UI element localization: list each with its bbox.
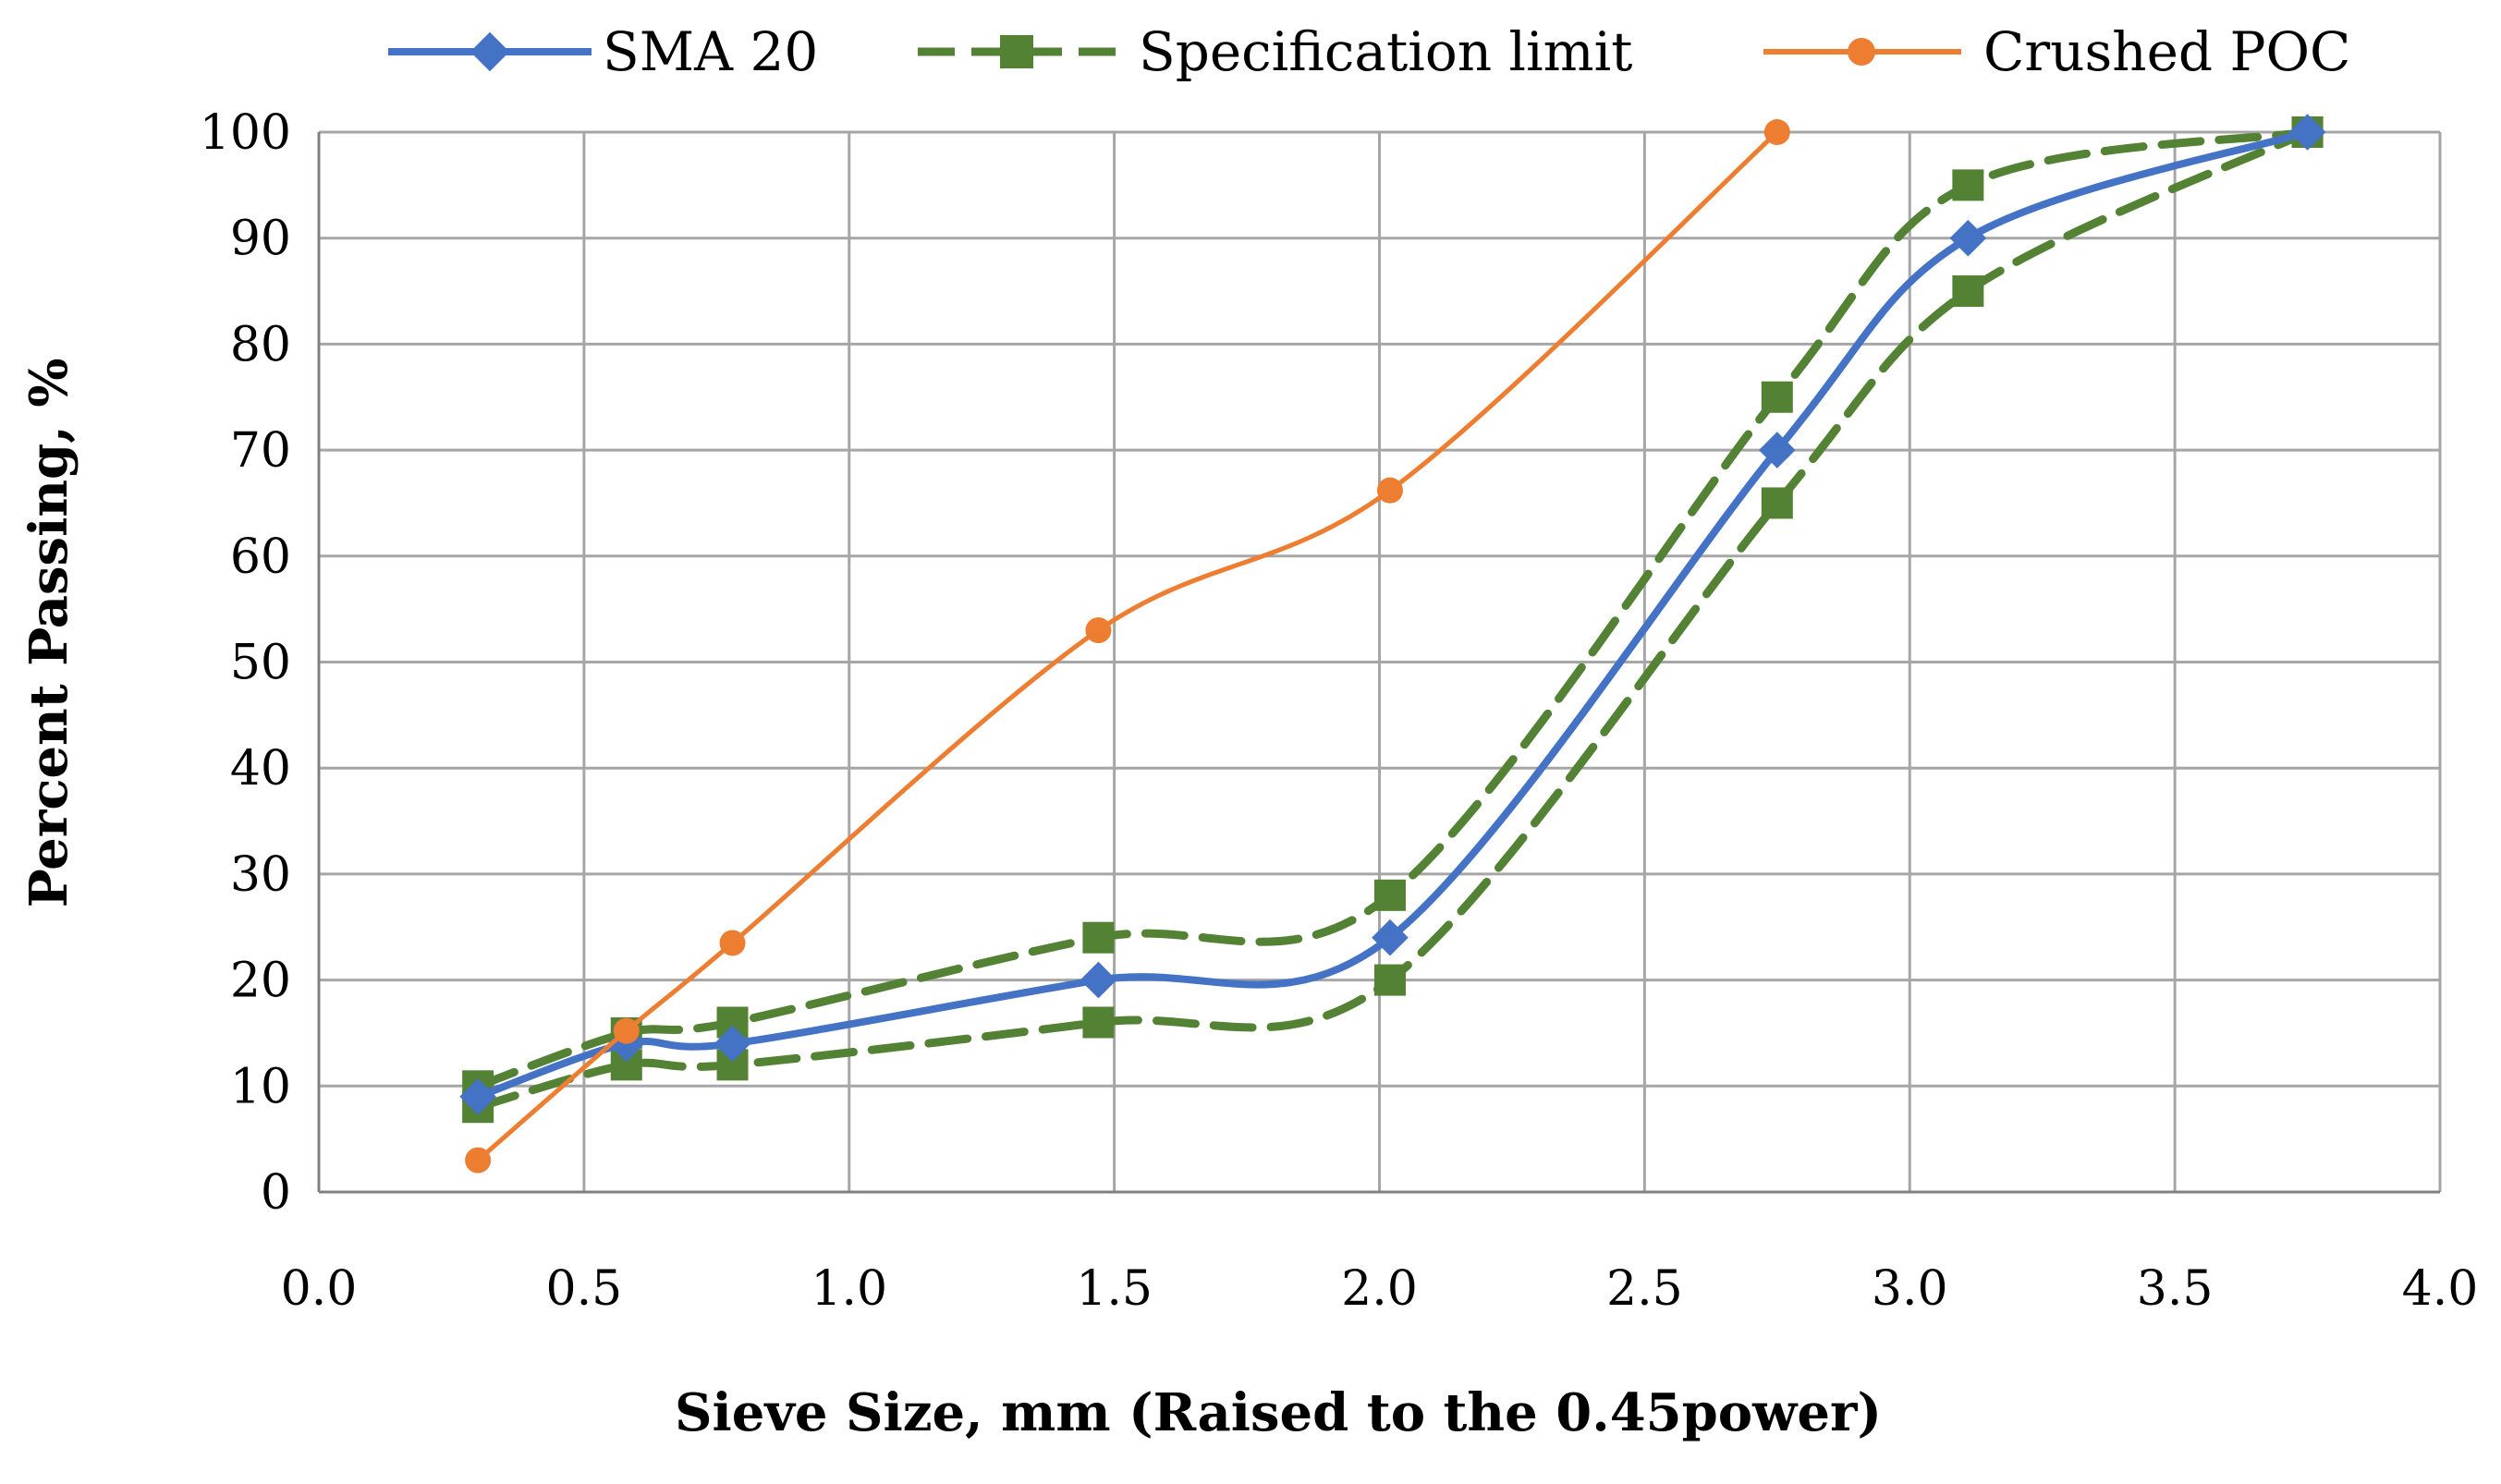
data-point-crushed-poc xyxy=(465,1147,492,1174)
legend-label-sma20: SMA 20 xyxy=(603,20,818,83)
legend-label-spec: Specification limit xyxy=(1139,20,1633,83)
data-point-sma-20 xyxy=(1949,219,1987,257)
data-point-specification-limit xyxy=(1082,921,1115,954)
data-point-specification-limit-lower xyxy=(1761,487,1793,519)
y-axis-title: Percent Passing, % xyxy=(18,359,79,908)
y-tick-label: 90 xyxy=(230,212,291,267)
y-tick-label: 60 xyxy=(230,529,291,585)
x-tick-label: 0.0 xyxy=(281,1261,358,1317)
x-tick-label: 2.5 xyxy=(1606,1261,1683,1317)
y-tick-label: 100 xyxy=(200,105,291,161)
series-line-specification-limit-lower xyxy=(473,128,2312,1112)
series-line-crushed-poc xyxy=(475,129,1780,1163)
y-tick-label: 30 xyxy=(230,847,291,903)
data-point-crushed-poc xyxy=(1085,617,1112,644)
legend: SMA 20 Specification limit Crushed POC xyxy=(388,20,2350,83)
legend-item-sma20: SMA 20 xyxy=(388,20,818,83)
y-tick-label: 70 xyxy=(230,423,291,479)
y-tick-label: 40 xyxy=(230,741,291,797)
x-tick-label: 2.0 xyxy=(1341,1261,1418,1317)
y-tick-label: 10 xyxy=(230,1059,291,1114)
data-point-specification-limit-lower xyxy=(1082,1006,1115,1039)
x-tick-label: 1.0 xyxy=(811,1261,887,1317)
x-axis-title: Sieve Size, mm (Raised to the 0.45power) xyxy=(675,1382,1882,1443)
legend-item-poc: Crushed POC xyxy=(1763,20,2350,83)
series-specification-limit-lower xyxy=(462,116,2324,1124)
y-tick-label: 80 xyxy=(230,317,291,372)
data-point-crushed-poc xyxy=(1763,119,1790,145)
series-crushed-poc xyxy=(465,119,1790,1174)
series-layer xyxy=(459,114,2326,1174)
x-tick-label: 1.5 xyxy=(1076,1261,1153,1317)
x-tick-label: 4.0 xyxy=(2402,1261,2479,1317)
data-point-sma-20 xyxy=(714,1025,751,1063)
data-point-crushed-poc xyxy=(613,1017,640,1044)
legend-marker-spec xyxy=(1000,35,1033,68)
series-line-sma-20 xyxy=(474,128,2312,1101)
y-tick-label: 50 xyxy=(230,636,291,691)
data-point-sma-20 xyxy=(1080,961,1117,999)
tick-labels: 0 10 20 30 40 50 60 70 80 90 100 0.0 0.5 1.0 1.5 2.0 2.5… xyxy=(200,105,2479,1317)
x-tick-label: 0.5 xyxy=(546,1261,623,1317)
data-point-sma-20 xyxy=(2288,114,2326,151)
data-point-specification-limit-lower xyxy=(1373,964,1406,996)
series-line-specification-limit xyxy=(473,128,2312,1090)
legend-label-poc: Crushed POC xyxy=(1983,20,2350,83)
data-point-crushed-poc xyxy=(1376,477,1403,504)
y-tick-label: 20 xyxy=(230,954,291,1009)
y-tick-label: 0 xyxy=(261,1165,291,1221)
legend-item-spec: Specification limit xyxy=(918,20,1633,83)
data-point-sma-20 xyxy=(1372,918,1409,956)
x-tick-label: 3.0 xyxy=(1872,1261,1948,1317)
legend-marker-poc xyxy=(1848,38,1875,66)
series-specification-limit xyxy=(462,116,2324,1102)
x-tick-label: 3.5 xyxy=(2137,1261,2214,1317)
data-point-crushed-poc xyxy=(719,930,746,956)
legend-marker-sma20 xyxy=(470,31,510,72)
axes xyxy=(317,132,2440,1194)
data-point-specification-limit-lower xyxy=(1952,275,1984,308)
data-point-specification-limit xyxy=(1373,879,1406,911)
data-point-specification-limit xyxy=(1761,381,1793,413)
data-point-specification-limit xyxy=(1952,169,1984,201)
